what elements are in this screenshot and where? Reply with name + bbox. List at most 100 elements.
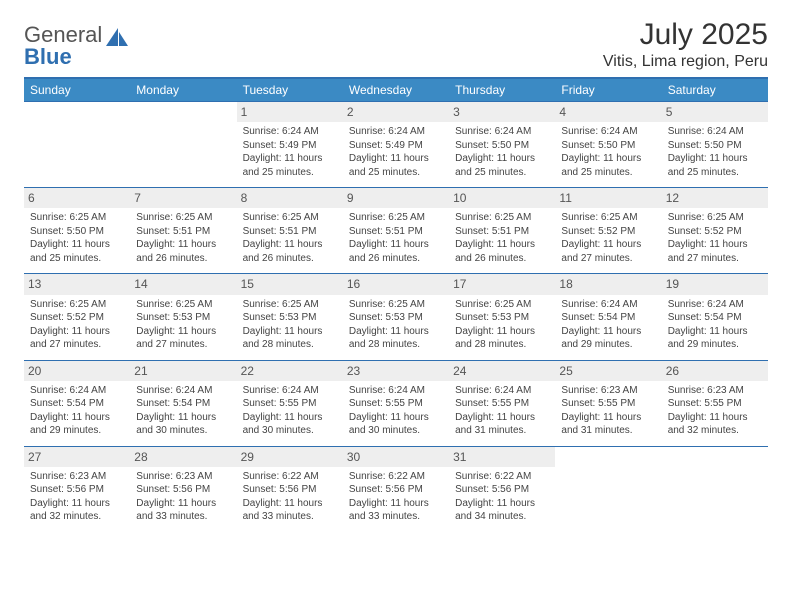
- sunrise-text: Sunrise: 6:24 AM: [561, 125, 655, 139]
- brand-part2: Blue: [24, 44, 72, 69]
- day-number: 3: [449, 102, 555, 122]
- sunset-text: Sunset: 5:51 PM: [243, 225, 337, 239]
- sunrise-text: Sunrise: 6:24 AM: [349, 384, 443, 398]
- calendar-body: 1Sunrise: 6:24 AMSunset: 5:49 PMDaylight…: [24, 102, 768, 532]
- sunrise-text: Sunrise: 6:22 AM: [349, 470, 443, 484]
- calendar-day-cell: 25 Sunrise: 6:23 AMSunset: 5:55 PMDayligh…: [555, 360, 661, 446]
- day-number: 27: [24, 447, 130, 467]
- sunrise-text: Sunrise: 6:24 AM: [30, 384, 124, 398]
- sunset-text: Sunset: 5:55 PM: [349, 397, 443, 411]
- calendar-day-cell: 13Sunrise: 6:25 AMSunset: 5:52 PMDayligh…: [24, 274, 130, 360]
- calendar-day-cell: 16Sunrise: 6:25 AMSunset: 5:53 PMDayligh…: [343, 274, 449, 360]
- calendar-day-cell: 3 Sunrise: 6:24 AMSunset: 5:50 PMDaylight…: [449, 102, 555, 188]
- daylight-text: Daylight: 11 hours and 32 minutes.: [668, 411, 762, 438]
- day-number: 4: [555, 102, 661, 122]
- day-number: 14: [130, 274, 236, 294]
- sunrise-text: Sunrise: 6:25 AM: [668, 211, 762, 225]
- sunrise-text: Sunrise: 6:25 AM: [455, 298, 549, 312]
- day-details: Sunrise: 6:23 AMSunset: 5:55 PMDaylight:…: [561, 384, 655, 438]
- brand-name: General Blue: [24, 24, 102, 68]
- day-number: 16: [343, 274, 449, 294]
- day-number: 25: [555, 361, 661, 381]
- sunrise-text: Sunrise: 6:25 AM: [243, 211, 337, 225]
- sunset-text: Sunset: 5:56 PM: [455, 483, 549, 497]
- calendar-day-cell: 8Sunrise: 6:25 AMSunset: 5:51 PMDaylight…: [237, 188, 343, 274]
- sunrise-text: Sunrise: 6:25 AM: [349, 298, 443, 312]
- calendar-week-row: 6Sunrise: 6:25 AMSunset: 5:50 PMDaylight…: [24, 188, 768, 274]
- sunset-text: Sunset: 5:50 PM: [561, 139, 655, 153]
- sunrise-text: Sunrise: 6:24 AM: [136, 384, 230, 398]
- day-number: 9: [343, 188, 449, 208]
- day-details: Sunrise: 6:25 AMSunset: 5:50 PMDaylight:…: [30, 211, 124, 265]
- day-details: Sunrise: 6:25 AMSunset: 5:53 PMDaylight:…: [243, 298, 337, 352]
- day-number: 23: [343, 361, 449, 381]
- calendar-table: Sunday Monday Tuesday Wednesday Thursday…: [24, 77, 768, 532]
- day-number: 2: [343, 102, 449, 122]
- daylight-text: Daylight: 11 hours and 26 minutes.: [349, 238, 443, 265]
- daylight-text: Daylight: 11 hours and 28 minutes.: [455, 325, 549, 352]
- day-number: 17: [449, 274, 555, 294]
- sunset-text: Sunset: 5:50 PM: [30, 225, 124, 239]
- calendar-day-cell: 9 Sunrise: 6:25 AMSunset: 5:51 PMDaylight…: [343, 188, 449, 274]
- day-number: 11: [555, 188, 661, 208]
- calendar-day-cell: 4 Sunrise: 6:24 AMSunset: 5:50 PMDaylight…: [555, 102, 661, 188]
- page-header: General Blue July 2025 Vitis, Lima regio…: [24, 18, 768, 71]
- day-details: Sunrise: 6:25 AMSunset: 5:52 PMDaylight:…: [561, 211, 655, 265]
- calendar-day-cell: 14 Sunrise: 6:25 AMSunset: 5:53 PMDayligh…: [130, 274, 236, 360]
- day-number: 22: [237, 361, 343, 381]
- day-details: Sunrise: 6:25 AMSunset: 5:52 PMDaylight:…: [668, 211, 762, 265]
- sunset-text: Sunset: 5:55 PM: [455, 397, 549, 411]
- day-details: Sunrise: 6:24 AMSunset: 5:50 PMDaylight:…: [455, 125, 549, 179]
- day-details: Sunrise: 6:23 AMSunset: 5:56 PMDaylight:…: [136, 470, 230, 524]
- calendar-day-cell: 22Sunrise: 6:24 AMSunset: 5:55 PMDayligh…: [237, 360, 343, 446]
- sunset-text: Sunset: 5:54 PM: [668, 311, 762, 325]
- sunrise-text: Sunrise: 6:25 AM: [136, 298, 230, 312]
- weekday-header: Sunday: [24, 78, 130, 102]
- title-block: July 2025 Vitis, Lima region, Peru: [603, 18, 768, 71]
- sunset-text: Sunset: 5:52 PM: [30, 311, 124, 325]
- sunrise-text: Sunrise: 6:23 AM: [561, 384, 655, 398]
- day-details: Sunrise: 6:24 AMSunset: 5:55 PMDaylight:…: [455, 384, 549, 438]
- daylight-text: Daylight: 11 hours and 25 minutes.: [349, 152, 443, 179]
- daylight-text: Daylight: 11 hours and 27 minutes.: [30, 325, 124, 352]
- daylight-text: Daylight: 11 hours and 27 minutes.: [136, 325, 230, 352]
- sunrise-text: Sunrise: 6:25 AM: [30, 298, 124, 312]
- day-number: 18: [555, 274, 661, 294]
- day-details: Sunrise: 6:24 AMSunset: 5:54 PMDaylight:…: [30, 384, 124, 438]
- sunset-text: Sunset: 5:51 PM: [349, 225, 443, 239]
- sunset-text: Sunset: 5:56 PM: [243, 483, 337, 497]
- location-label: Vitis, Lima region, Peru: [603, 53, 768, 71]
- daylight-text: Daylight: 11 hours and 28 minutes.: [349, 325, 443, 352]
- sunset-text: Sunset: 5:56 PM: [30, 483, 124, 497]
- calendar-page: General Blue July 2025 Vitis, Lima regio…: [0, 0, 792, 532]
- daylight-text: Daylight: 11 hours and 30 minutes.: [136, 411, 230, 438]
- brand-logo: General Blue: [24, 18, 130, 68]
- daylight-text: Daylight: 11 hours and 33 minutes.: [349, 497, 443, 524]
- day-number: 15: [237, 274, 343, 294]
- daylight-text: Daylight: 11 hours and 30 minutes.: [243, 411, 337, 438]
- day-number: 12: [662, 188, 768, 208]
- day-number: 20: [24, 361, 130, 381]
- daylight-text: Daylight: 11 hours and 27 minutes.: [561, 238, 655, 265]
- sunrise-text: Sunrise: 6:25 AM: [561, 211, 655, 225]
- calendar-day-cell: 21Sunrise: 6:24 AMSunset: 5:54 PMDayligh…: [130, 360, 236, 446]
- sunrise-text: Sunrise: 6:25 AM: [30, 211, 124, 225]
- weekday-header: Friday: [555, 78, 661, 102]
- month-title: July 2025: [603, 18, 768, 51]
- sunrise-text: Sunrise: 6:25 AM: [349, 211, 443, 225]
- sunrise-text: Sunrise: 6:23 AM: [30, 470, 124, 484]
- brand-sail-icon: [104, 26, 130, 48]
- weekday-header: Saturday: [662, 78, 768, 102]
- sunset-text: Sunset: 5:53 PM: [455, 311, 549, 325]
- sunset-text: Sunset: 5:56 PM: [349, 483, 443, 497]
- calendar-day-cell: 11 Sunrise: 6:25 AMSunset: 5:52 PMDayligh…: [555, 188, 661, 274]
- daylight-text: Daylight: 11 hours and 25 minutes.: [561, 152, 655, 179]
- daylight-text: Daylight: 11 hours and 25 minutes.: [30, 238, 124, 265]
- calendar-day-cell: 20 Sunrise: 6:24 AMSunset: 5:54 PMDayligh…: [24, 360, 130, 446]
- day-details: Sunrise: 6:25 AMSunset: 5:53 PMDaylight:…: [136, 298, 230, 352]
- daylight-text: Daylight: 11 hours and 25 minutes.: [243, 152, 337, 179]
- sunset-text: Sunset: 5:54 PM: [136, 397, 230, 411]
- day-number: 19: [662, 274, 768, 294]
- calendar-day-cell: 2Sunrise: 6:24 AMSunset: 5:49 PMDaylight…: [343, 102, 449, 188]
- sunrise-text: Sunrise: 6:25 AM: [136, 211, 230, 225]
